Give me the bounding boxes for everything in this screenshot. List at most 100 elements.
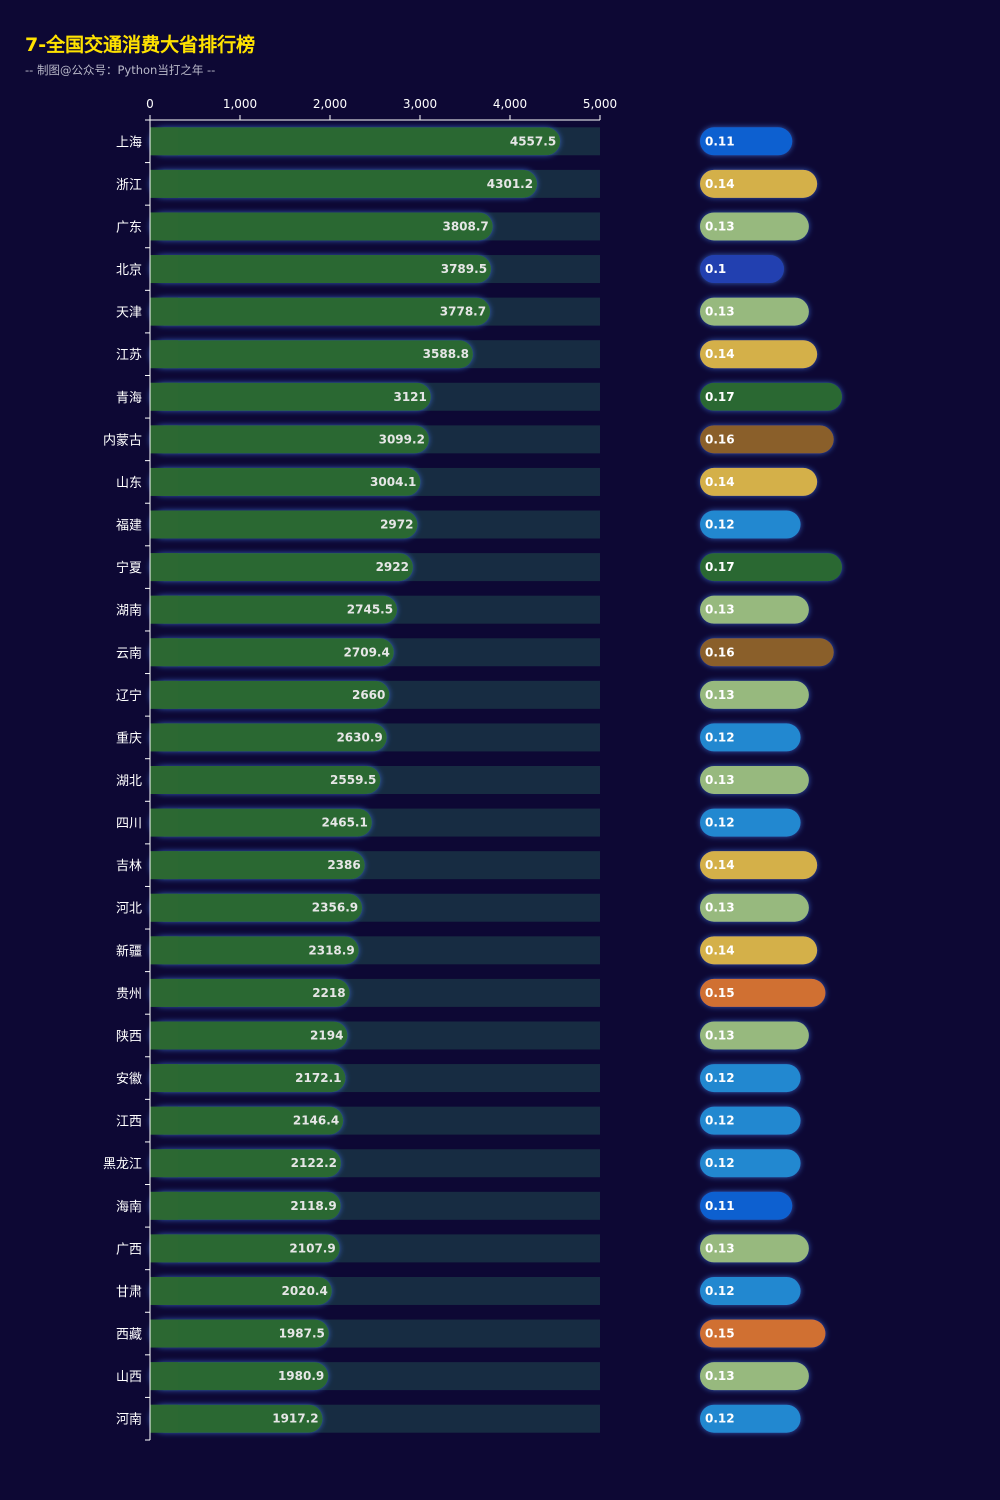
ratio-label: 0.13 xyxy=(705,1028,735,1042)
category-label: 北京 xyxy=(116,263,142,278)
x-tick-label: 5,000 xyxy=(583,97,617,111)
ratio-bar xyxy=(700,169,818,198)
value-label: 2172.1 xyxy=(295,1071,341,1085)
value-bar xyxy=(150,1021,348,1050)
value-bar-base xyxy=(150,340,178,369)
value-bar xyxy=(150,1362,329,1391)
value-bar-base xyxy=(150,978,178,1007)
category-label: 上海 xyxy=(116,135,142,150)
value-bar xyxy=(150,382,431,411)
value-bar-base xyxy=(150,255,178,284)
category-label: 西藏 xyxy=(116,1328,142,1343)
value-bar-base xyxy=(150,169,178,198)
ratio-bar xyxy=(700,1362,809,1391)
value-bar xyxy=(150,297,491,326)
value-bar-base xyxy=(150,1319,178,1348)
value-bar-base xyxy=(150,1362,178,1391)
value-bar xyxy=(150,1064,346,1093)
ratio-label: 0.12 xyxy=(705,1284,735,1298)
value-label: 2465.1 xyxy=(322,816,368,830)
value-bar-base xyxy=(150,1276,178,1305)
value-bar xyxy=(150,766,381,794)
category-label: 黑龙江 xyxy=(103,1157,142,1172)
ratio-label: 0.13 xyxy=(705,1241,735,1255)
category-label: 宁夏 xyxy=(116,560,142,576)
category-label: 广西 xyxy=(116,1242,142,1257)
ratio-label: 0.13 xyxy=(705,773,735,787)
value-label: 2559.5 xyxy=(330,773,376,787)
value-label: 2660 xyxy=(352,688,385,702)
value-bar-base xyxy=(150,297,178,326)
value-bar-base xyxy=(150,467,178,496)
ratio-label: 0.15 xyxy=(705,986,735,1000)
value-label: 2118.9 xyxy=(290,1199,336,1213)
value-bar-base xyxy=(150,212,178,241)
ratio-bar xyxy=(700,1064,801,1093)
ratio-bar xyxy=(700,978,826,1007)
ratio-bar xyxy=(700,638,834,667)
ratio-label: 0.11 xyxy=(705,134,735,148)
ratio-label: 0.12 xyxy=(705,1412,735,1426)
value-label: 2218 xyxy=(312,986,345,1000)
value-bar-base xyxy=(150,936,178,965)
ratio-bars: 0.11 0.14 0.13 0.1 0.13 0.14 0.17 0.16 0.14 0.12 0… xyxy=(700,127,842,1433)
value-bar-base xyxy=(150,851,178,880)
ratio-label: 0.15 xyxy=(705,1327,735,1341)
ratio-label: 0.16 xyxy=(705,432,735,446)
value-label: 2386 xyxy=(327,858,360,872)
value-bar xyxy=(150,127,561,156)
category-label: 河北 xyxy=(116,902,142,917)
ratio-label: 0.11 xyxy=(705,1199,735,1213)
value-bar xyxy=(150,510,418,539)
value-bar xyxy=(150,425,429,454)
value-bars: 4557.5 4301.2 3808.7 3789.5 3778.7 3588.8 3121… xyxy=(150,127,561,1433)
ratio-label: 0.13 xyxy=(705,901,735,915)
category-label: 四川 xyxy=(116,817,142,832)
value-bar xyxy=(150,1276,332,1305)
ratio-bar xyxy=(700,1149,801,1178)
value-bar xyxy=(150,936,359,965)
value-bar-base xyxy=(150,723,178,752)
ratio-label: 0.14 xyxy=(705,943,735,957)
ratio-bar xyxy=(700,1191,793,1220)
ratio-bar xyxy=(700,1319,826,1348)
category-label: 天津 xyxy=(116,306,142,321)
value-bar-base xyxy=(150,1234,178,1263)
ratio-bar xyxy=(700,936,818,965)
value-bar xyxy=(150,340,473,369)
category-label: 安徽 xyxy=(116,1072,142,1087)
x-tick-label: 0 xyxy=(146,97,154,111)
ratio-bar xyxy=(700,553,842,582)
value-label: 2146.4 xyxy=(293,1114,339,1128)
value-bar-base xyxy=(150,425,178,454)
value-label: 1980.9 xyxy=(278,1369,324,1383)
value-label: 3121 xyxy=(393,390,426,404)
value-label: 2194 xyxy=(310,1028,343,1042)
ratio-bar xyxy=(700,1234,809,1263)
value-bar-base xyxy=(150,553,178,582)
value-label: 2709.4 xyxy=(344,645,390,659)
ratio-label: 0.12 xyxy=(705,1114,735,1128)
ratio-label: 0.17 xyxy=(705,390,735,404)
value-label: 3808.7 xyxy=(442,219,488,233)
x-axis: 0 1,000 2,000 3,000 4,000 5,000 xyxy=(146,97,617,121)
ratio-label: 0.12 xyxy=(705,1156,735,1170)
ratio-bar xyxy=(700,1106,801,1135)
ratio-bar xyxy=(700,255,784,284)
value-bar-base xyxy=(150,595,178,624)
x-tick-label: 2,000 xyxy=(313,97,347,111)
value-bar xyxy=(150,808,372,837)
value-bar xyxy=(150,851,365,880)
value-bar-base xyxy=(150,1106,178,1135)
category-label: 内蒙古 xyxy=(103,432,142,448)
ratio-label: 0.1 xyxy=(705,262,726,276)
value-bar-base xyxy=(150,893,178,922)
ratio-bar xyxy=(700,382,842,411)
ratio-bar xyxy=(700,510,801,539)
ratio-bar xyxy=(700,595,809,624)
ratio-label: 0.12 xyxy=(705,730,735,744)
value-label: 2107.9 xyxy=(289,1241,335,1255)
ratio-bar xyxy=(700,212,809,241)
category-label: 福建 xyxy=(116,519,142,534)
value-label: 2122.2 xyxy=(291,1156,337,1170)
